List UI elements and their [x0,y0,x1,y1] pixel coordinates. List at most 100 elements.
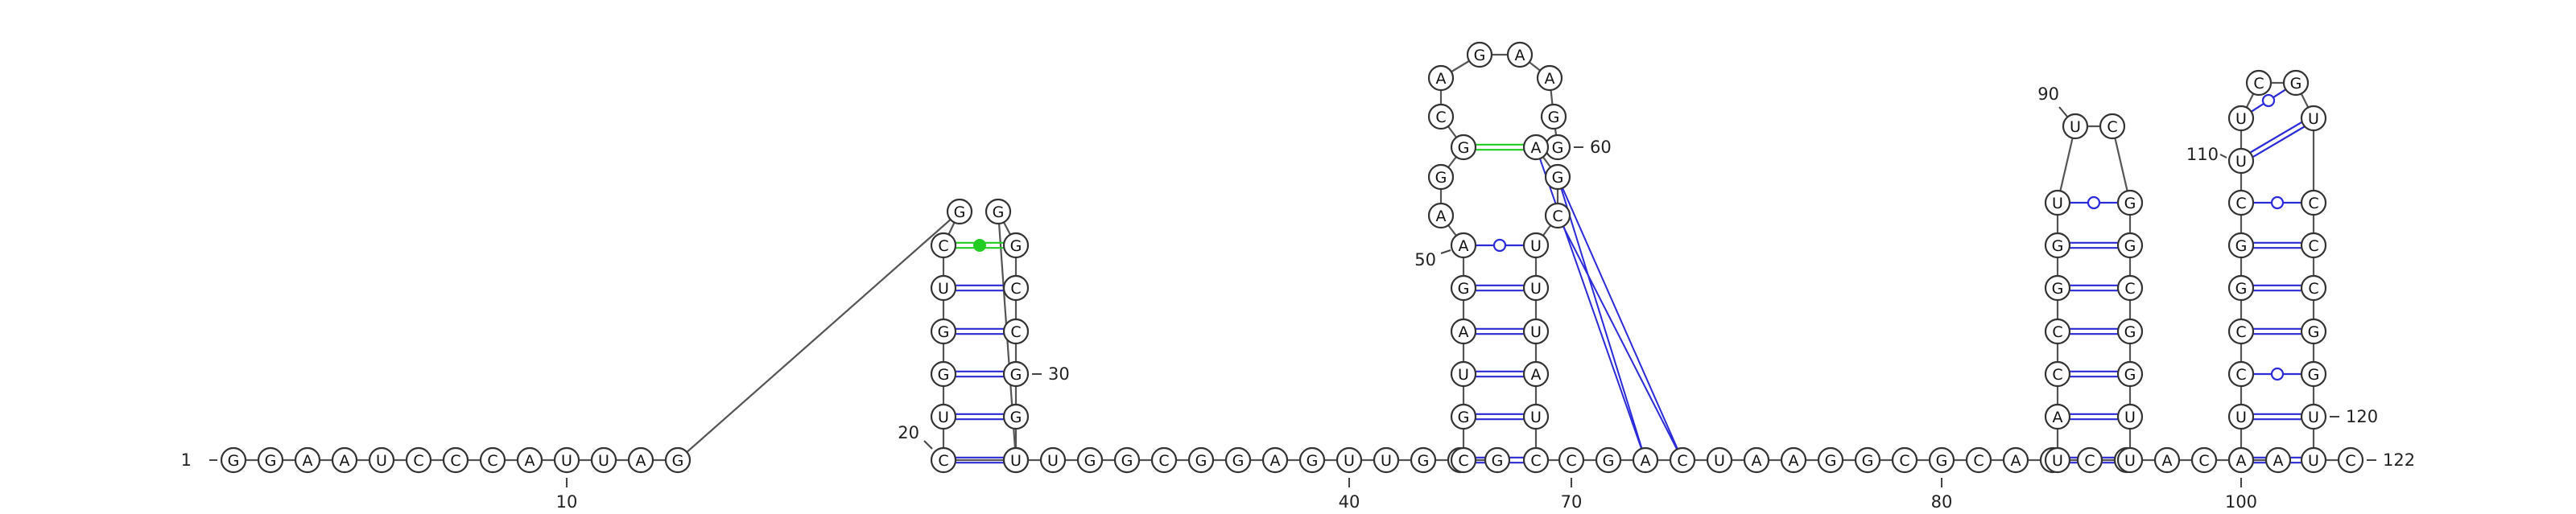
nucleotide-letter: A [2053,409,2063,426]
nucleotide-circle [1544,163,1571,191]
nucleotide-letter: C [2107,118,2117,136]
nucleotide-circle [220,446,247,474]
nucleotide-circle [405,446,432,474]
nucleotide-letter: C [2253,75,2264,93]
nucleotide: U [2227,147,2255,175]
nucleotide-circle [2116,232,2144,259]
nucleotide-circle [1076,446,1104,474]
nucleotide-letter: C [1973,452,1984,470]
nucleotide: A [331,446,358,474]
nucleotide-circle [1373,446,1400,474]
nucleotide-circle [930,360,957,388]
nucleotide-letter: U [2235,110,2247,128]
nucleotide: A [2044,403,2071,430]
nucleotide-circle [2044,232,2071,259]
nucleotide-letter: G [954,204,966,221]
nucleotide: C [930,446,957,474]
nucleotide-circle [368,446,395,474]
nucleotide: G [2116,189,2144,216]
nucleotide-letter: G [2124,195,2136,212]
nucleotide: U [2300,403,2327,430]
position-label: 100 [2225,492,2257,512]
nucleotide: A [1522,134,1550,161]
nucleotide: A [294,446,321,474]
nucleotide-letter: C [2235,195,2246,212]
nucleotide-letter: U [2235,153,2247,171]
nucleotide-letter: C [1530,452,1541,470]
nucleotide: G [930,318,957,345]
nucleotide-circle [2300,232,2327,259]
nucleotide-circle [331,446,358,474]
nucleotide-letter: U [1010,452,1022,470]
nucleotide-letter: A [1531,139,1542,157]
nucleotide-circle [2245,69,2273,97]
nucleotide: G [1427,163,1455,191]
nucleotide-circle [2044,360,2071,388]
nucleotide-circle [2099,113,2126,140]
position-label: 20 [898,423,919,442]
nucleotide-letter: G [1232,452,1245,470]
wobble-pair-marker [2270,367,2285,381]
position-label: 120 [2346,407,2378,426]
nucleotide-letter: G [2308,323,2320,341]
nucleotide-letter: G [2124,237,2136,255]
backbone-segment [677,211,960,461]
position-label: 40 [1339,492,1360,512]
nucleotide-layer: GGAAUCCCAUUAGGCUGGUCCGGCCGGUUGGCGGAGUUGG… [220,41,2364,474]
nucleotide: A [1536,64,1563,92]
nucleotide: G [257,446,284,474]
nucleotide: U [2062,113,2089,140]
nucleotide-letter: C [1458,452,1468,470]
nucleotide-letter: G [993,204,1005,221]
nucleotide-circle [1632,446,1659,474]
position-label: 122 [2383,450,2415,470]
nucleotide-letter: U [938,280,949,298]
nucleotide: U [2116,403,2144,430]
nucleotide: U [2227,105,2255,132]
nucleotide-circle [2002,446,2029,474]
nucleotide: G [2227,274,2255,302]
nucleotide: U [1706,446,1733,474]
nucleotide: A [1427,64,1455,92]
nucleotide-circle [2227,318,2255,345]
nucleotide-circle [1522,318,1550,345]
nucleotide-letter: U [2308,409,2319,426]
nucleotide: C [405,446,432,474]
nucleotide: C [1450,446,1477,474]
nucleotide-letter: U [2052,452,2063,470]
nucleotide-circle [479,446,506,474]
nucleotide: A [1450,232,1477,259]
backbone-layer [233,53,2351,462]
nucleotide-circle [930,403,957,430]
nucleotide-letter: C [2308,195,2318,212]
nucleotide-letter: C [2124,280,2135,298]
nucleotide-circle [2153,446,2181,474]
nucleotide: C [2245,69,2273,97]
position-label: 90 [2037,84,2059,104]
nucleotide-circle [1113,446,1141,474]
nucleotide-circle [2044,403,2071,430]
nucleotide-circle [2300,446,2327,474]
nucleotide-circle [2300,318,2327,345]
nucleotide-circle [2227,360,2255,388]
nucleotide-circle [553,446,580,474]
nucleotide: A [2153,446,2181,474]
nucleotide: G [1002,232,1030,259]
nucleotide: C [2044,318,2071,345]
nucleotide-letter: U [2235,409,2247,426]
nucleotide: C [2116,274,2144,302]
nucleotide: G [2227,232,2255,259]
nucleotide: U [1522,274,1550,302]
nucleotide-letter: A [1515,47,1525,64]
nucleotide-circle [1540,103,1567,130]
nucleotide-letter: U [561,452,572,470]
nucleotide: A [1506,41,1534,68]
wobble-pair-marker [1492,238,1507,253]
nucleotide-letter: G [1010,237,1022,255]
nucleotide-circle [2227,232,2255,259]
nucleotide: C [1150,446,1178,474]
nucleotide: C [2227,318,2255,345]
nucleotide-letter: G [2235,280,2248,298]
nucleotide-letter: U [1530,237,1542,255]
backbone-segment [2056,125,2077,204]
